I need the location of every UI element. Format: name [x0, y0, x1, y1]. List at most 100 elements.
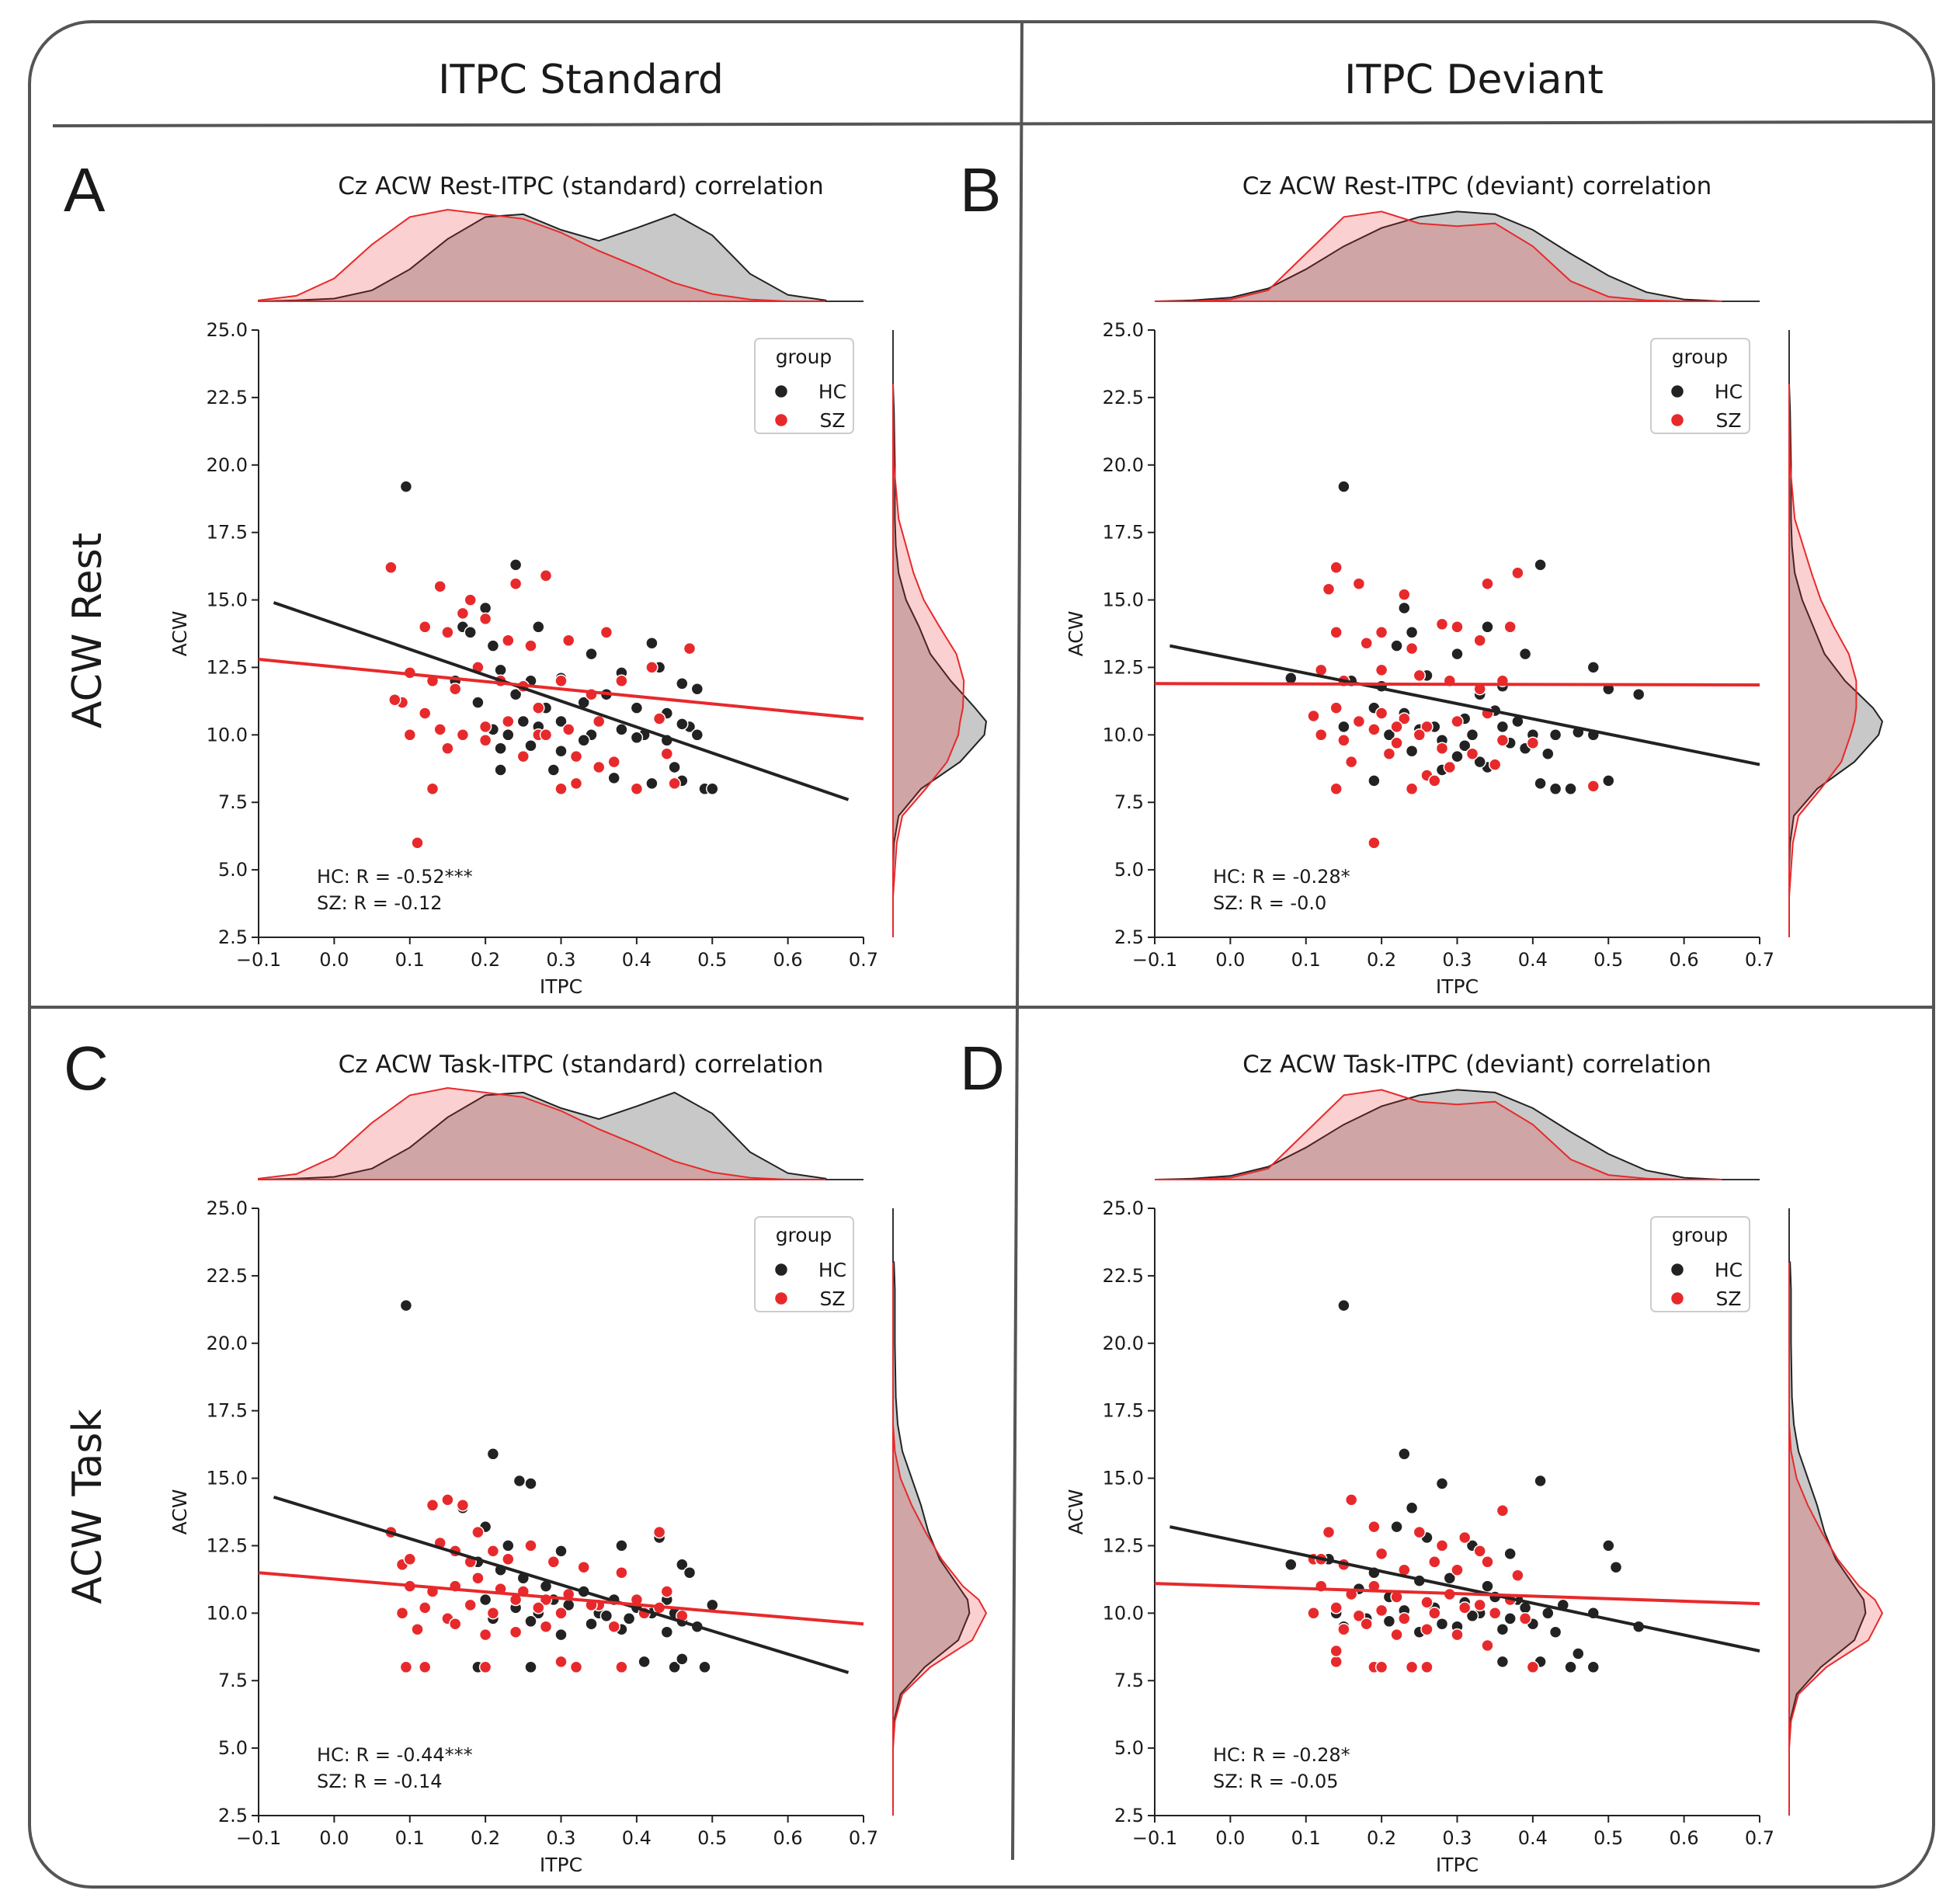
panel-a-point-hc: [668, 760, 681, 774]
panel-c-point-hc: [502, 1539, 515, 1552]
panel-d-point-sz: [1420, 1660, 1434, 1674]
panel-a-ytick-label: 20.0: [207, 454, 248, 476]
panel-a-point-hc: [494, 763, 507, 777]
panel-a-point-sz: [592, 714, 606, 728]
panel-a-xlabel: ITPC: [540, 975, 582, 998]
panel-a-ytick-label: 15.0: [207, 589, 248, 611]
panel-d-point-hc: [1390, 1520, 1403, 1534]
panel-c-point-sz: [554, 1607, 568, 1620]
panel-d-point-hc: [1541, 1607, 1555, 1620]
panel-c-point-hc: [513, 1474, 526, 1488]
panel-b-point-sz: [1382, 747, 1396, 760]
panel-d-point-hc: [1435, 1477, 1449, 1490]
panel-a-point-sz: [418, 707, 432, 720]
panel-a-point-sz: [554, 674, 568, 688]
panel-d-point-hc: [1382, 1614, 1396, 1628]
panel-a-point-sz: [464, 593, 477, 606]
panel-a-legend-label-sz: SZ: [820, 409, 846, 432]
panel-c-xtick-label: 0.6: [773, 1827, 803, 1849]
panel-c-point-sz: [399, 1660, 413, 1674]
panel-c-xtick-label: 0.4: [622, 1827, 652, 1849]
panel-d-point-sz: [1329, 1644, 1343, 1658]
panel-b-ytick-label: 20.0: [1103, 454, 1144, 476]
panel-b-top-kde-sz: [1155, 210, 1722, 302]
panel-d-xlabel: ITPC: [1436, 1854, 1479, 1876]
panel-c-legend-marker-sz: [773, 1291, 789, 1306]
panel-b: B Cz ACW Rest-ITPC (deviant) correlation −…: [960, 155, 1884, 998]
panel-c-ytick-label: 20.0: [207, 1333, 248, 1354]
panels: A Cz ACW Rest-ITPC (standard) correlation…: [64, 155, 1884, 1876]
panel-a-point-sz: [388, 693, 401, 707]
panel-c-point-hc: [638, 1655, 651, 1669]
panel-c-point-hc: [478, 1593, 492, 1607]
panel-b-legend-marker-hc: [1670, 384, 1685, 399]
panel-d-ytick-label: 12.5: [1103, 1534, 1144, 1556]
panel-d-legend-box: [1650, 1216, 1750, 1312]
column-divider-bottom: [1011, 1006, 1019, 1861]
panel-a-letter: A: [64, 155, 106, 224]
panel-b-annotation-hc: HC: R = -0.28*: [1213, 866, 1350, 888]
panel-b-ylabel: ACW: [1065, 611, 1087, 657]
panel-b-ytick-label: 15.0: [1103, 589, 1144, 611]
panel-d-annotation-hc: HC: R = -0.28*: [1213, 1744, 1350, 1766]
panel-c-point-sz: [577, 1560, 590, 1574]
panel-a-annotation-hc: HC: R = -0.52***: [317, 866, 473, 888]
panel-d-point-sz: [1473, 1545, 1486, 1558]
panel-c-point-sz: [547, 1555, 561, 1569]
panel-a-point-sz: [592, 760, 606, 774]
panel-b-annotation-sz: SZ: R = -0.0: [1213, 892, 1326, 914]
panel-d-point-sz: [1367, 1520, 1381, 1534]
panel-a-point-sz: [569, 749, 583, 763]
panel-b-right-kde-hc: [1788, 384, 1884, 937]
panel-c: C Cz ACW Task-ITPC (standard) correlation…: [64, 1034, 988, 1876]
panel-d-top-kde-sz: [1155, 1089, 1722, 1180]
panel-b-xtick-label: 0.3: [1442, 949, 1472, 971]
panel-c-xtick-label: 0.7: [849, 1827, 878, 1849]
panel-b-ytick-label: 25.0: [1103, 319, 1144, 341]
panel-b-point-hc: [1548, 782, 1562, 796]
panel-a-point-sz: [516, 749, 530, 763]
panel-b-point-hc: [1390, 639, 1403, 652]
panel-b-point-hc: [1473, 755, 1486, 769]
panel-c-xtick-label: 0.5: [697, 1827, 727, 1849]
panel-c-point-hc: [585, 1617, 598, 1631]
panel-c-point-sz: [478, 1660, 492, 1674]
panel-c-point-sz: [615, 1566, 628, 1580]
panel-d-point-hc: [1503, 1612, 1517, 1625]
panel-c-ytick-label: 25.0: [207, 1197, 248, 1219]
panel-a-ytick-label: 17.5: [207, 522, 248, 544]
panel-c-point-hc: [660, 1625, 674, 1639]
panel-a-top-kde-sz: [258, 208, 826, 302]
panel-b-point-hc: [1405, 744, 1419, 758]
panel-b-point-sz: [1526, 736, 1540, 750]
panel-d-point-sz: [1398, 1612, 1411, 1625]
panel-a-point-hc: [524, 739, 537, 752]
panel-b-point-hc: [1602, 774, 1615, 787]
panel-d-xtick-label: 0.5: [1593, 1827, 1623, 1849]
panel-d-point-sz: [1511, 1569, 1524, 1582]
panel-c-ytick-label: 7.5: [218, 1670, 248, 1691]
panel-a-point-sz: [660, 747, 674, 760]
panel-d-point-sz: [1337, 1622, 1350, 1636]
panel-a-point-sz: [478, 734, 492, 747]
panel-b-point-hc: [1451, 749, 1464, 763]
panel-b-legend-title: group: [1672, 346, 1729, 368]
panel-c-legend-box: [754, 1216, 854, 1312]
panel-b-ytick-label: 17.5: [1103, 522, 1144, 544]
panel-b-point-sz: [1329, 782, 1343, 796]
panel-c-point-hc: [706, 1598, 719, 1612]
panel-d-xtick-label: 0.6: [1670, 1827, 1699, 1849]
panel-d-point-sz: [1329, 1655, 1343, 1669]
panel-b-point-sz: [1511, 566, 1524, 580]
panel-a-point-hc: [486, 639, 500, 652]
panel-a-point-sz: [441, 742, 454, 755]
panel-b-xtick-label: −0.1: [1132, 949, 1177, 971]
panel-b-ytick-label: 10.0: [1103, 724, 1144, 745]
panel-a-legend-marker-sz: [773, 412, 789, 428]
panel-d-ytick-label: 2.5: [1114, 1805, 1144, 1826]
panel-a-legend-label-hc: HC: [818, 381, 846, 403]
panel-a-point-sz: [607, 755, 620, 769]
panel-d-point-sz: [1420, 1596, 1434, 1609]
panel-d-point-sz: [1374, 1660, 1388, 1674]
panel-b-point-sz: [1367, 723, 1381, 736]
